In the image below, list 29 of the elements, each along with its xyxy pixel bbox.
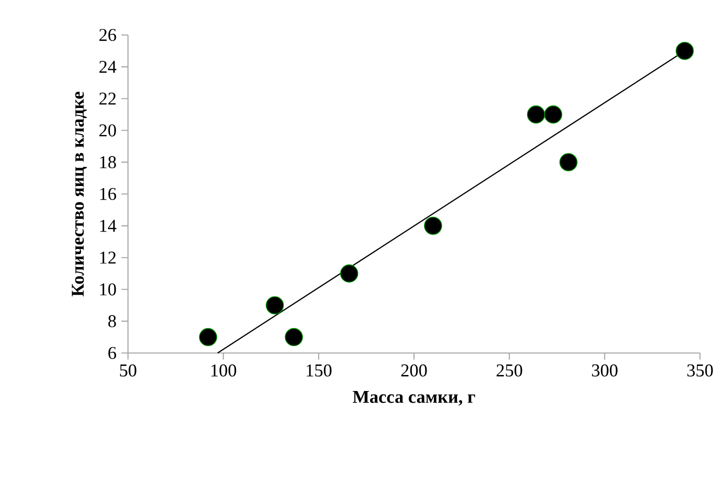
y-tick-label: 10 [100,283,116,296]
y-tick-label: 6 [108,346,116,360]
y-tick-label: 8 [108,315,116,328]
x-tick-label: 250 [496,364,522,377]
point [199,328,218,346]
y-tick-label: 12 [100,252,116,264]
point [266,296,284,314]
point [544,105,562,124]
y-tick-label: 26 [99,28,116,42]
y-tick-label: 14 [100,220,116,232]
x-axis-title: Масса самки, г [352,391,476,406]
y-axis-title: Количество яиц в кладке [72,92,87,296]
x-tick-label: 50 [120,364,136,377]
point [340,264,358,283]
point [559,153,578,172]
point [526,105,546,124]
x-tick-label: 100 [211,364,236,377]
y-tick-label: 22 [99,92,116,105]
y-tick-label: 18 [100,156,116,168]
y-tick-label: 16 [100,188,116,200]
x-tick-label: 300 [592,364,618,377]
point [424,216,442,235]
x-tick-label: 150 [306,364,332,377]
x-tick-label: 200 [401,364,427,377]
y-tick-label: 24 [99,60,116,73]
y-tick-label: 20 [99,124,116,136]
x-tick-label: 350 [687,364,713,377]
point [284,328,303,346]
point [676,42,694,60]
